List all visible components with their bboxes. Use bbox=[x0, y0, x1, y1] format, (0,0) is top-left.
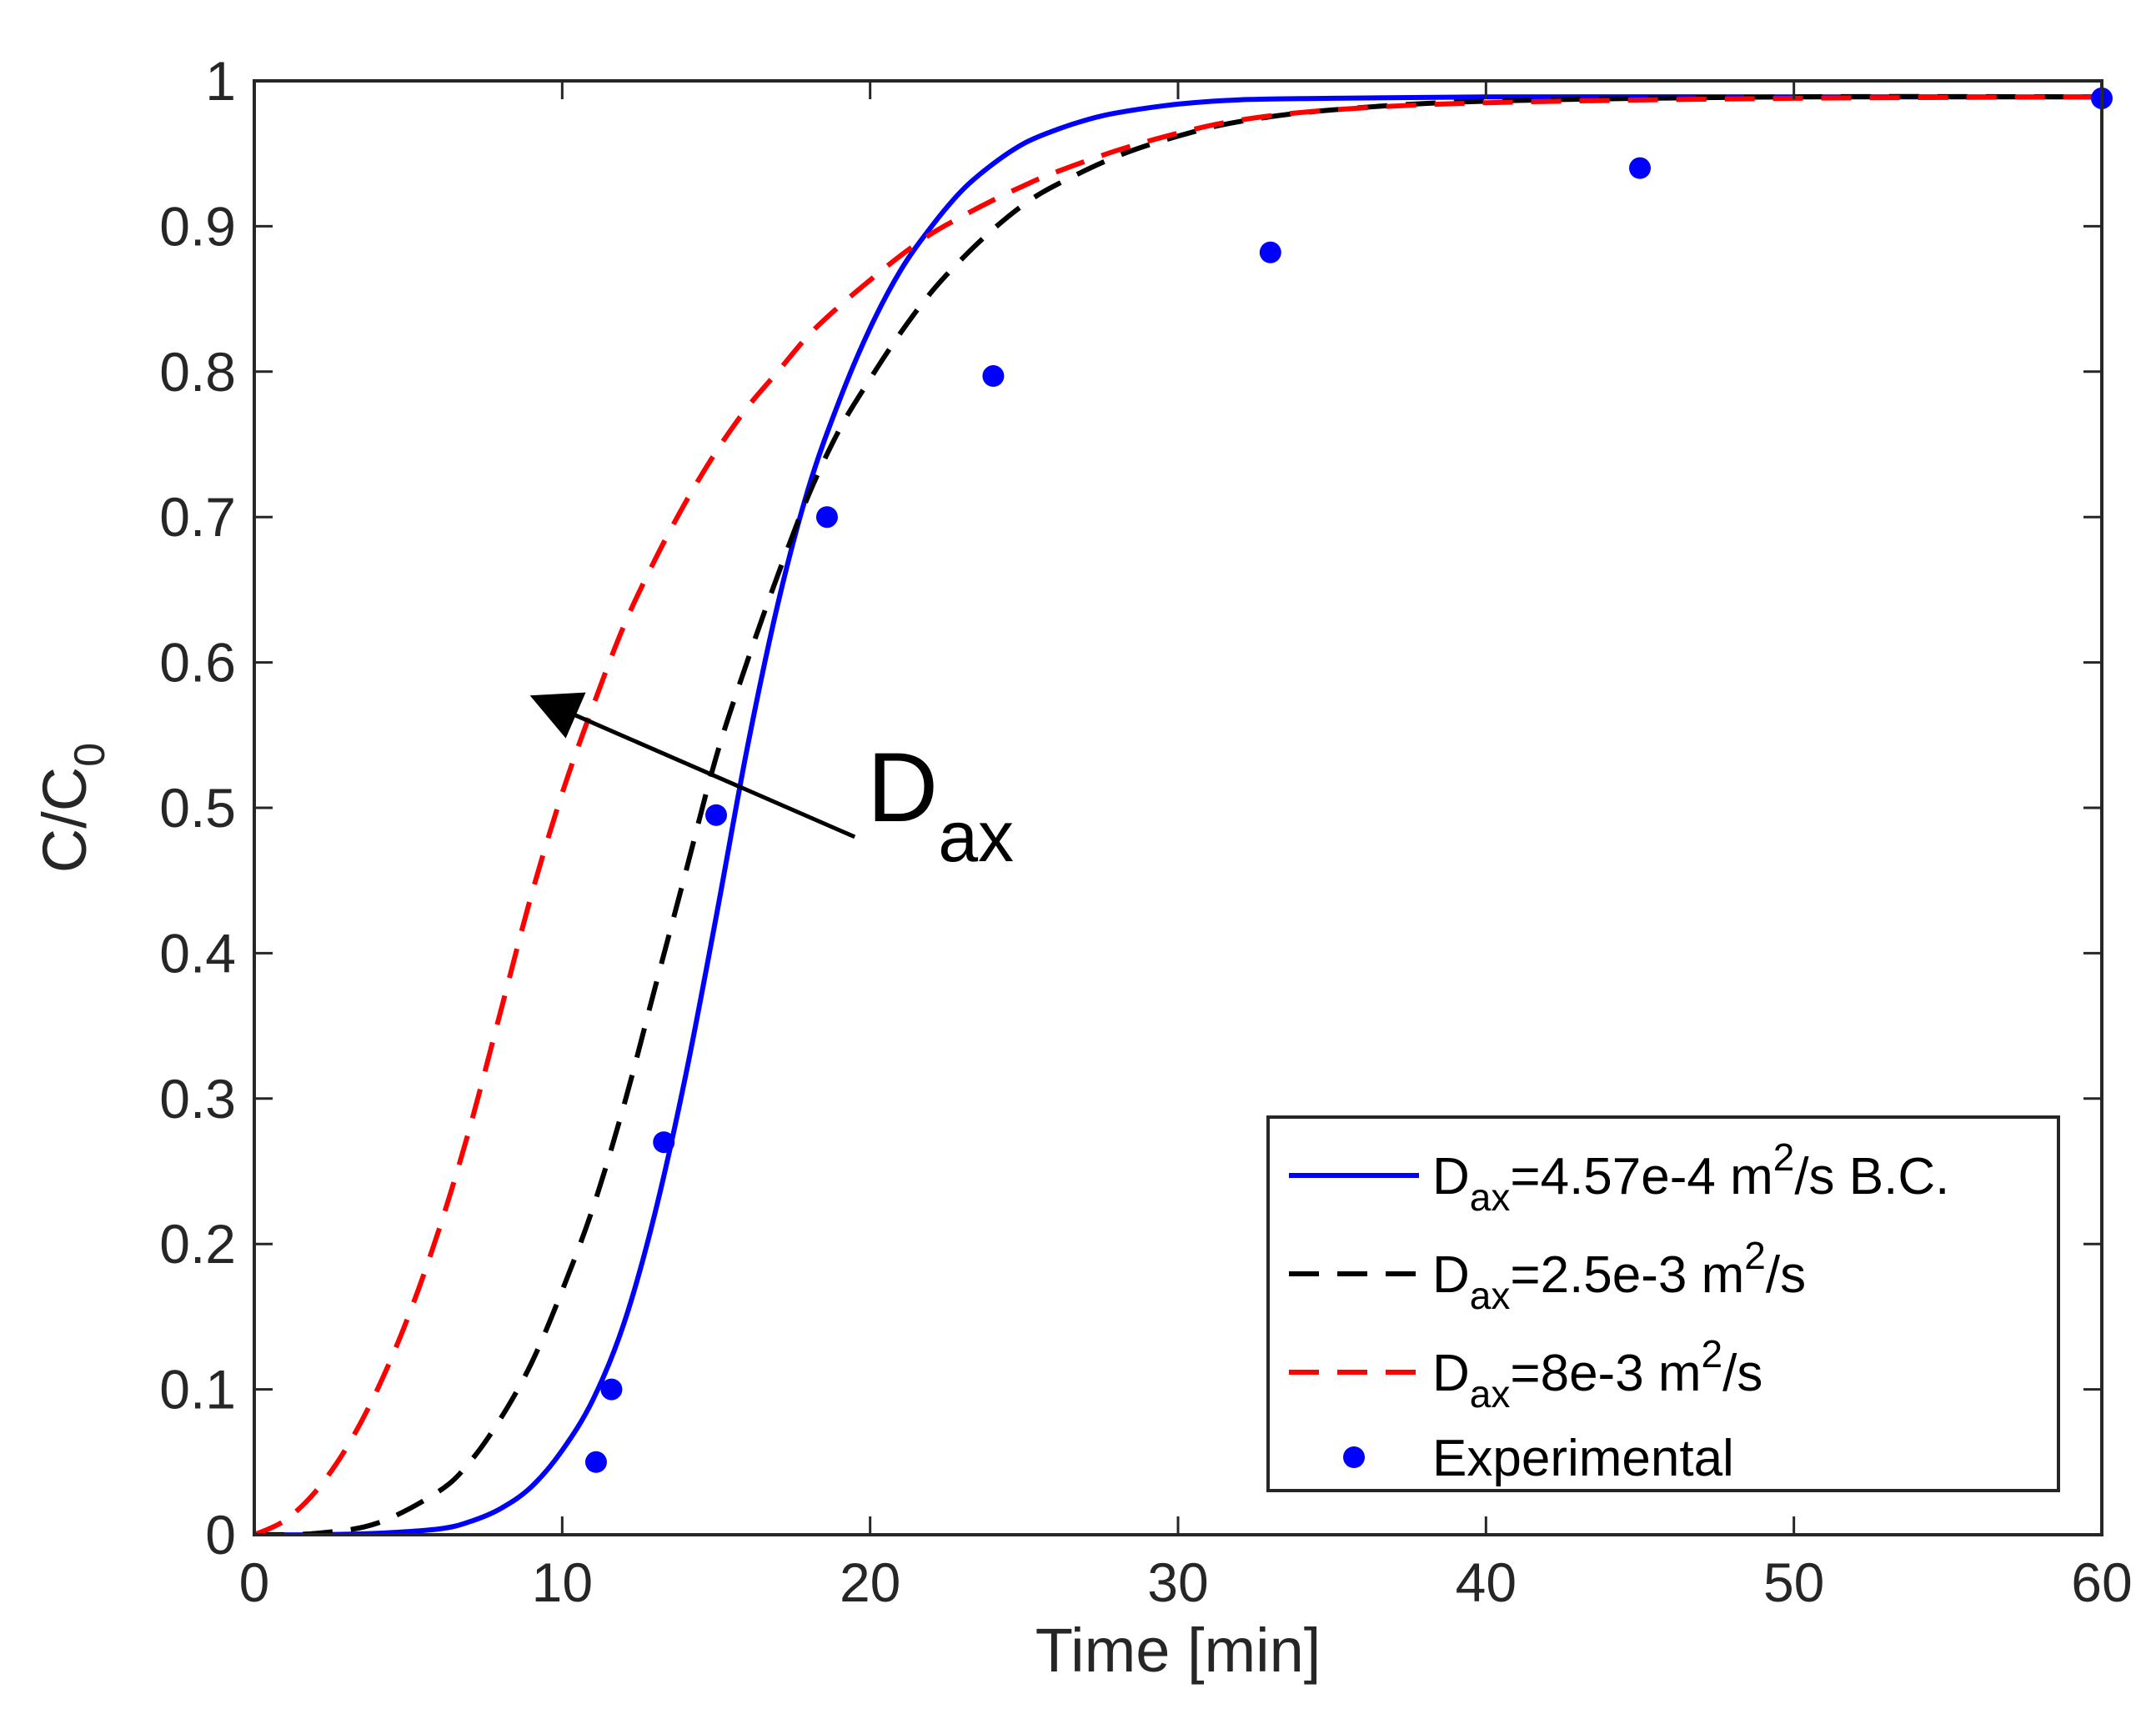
x-tick-label: 20 bbox=[840, 1551, 900, 1613]
dax-annotation-label: Dax bbox=[867, 733, 1014, 877]
experimental-point bbox=[600, 1378, 623, 1401]
experimental-point bbox=[1629, 157, 1651, 179]
experimental-point bbox=[653, 1131, 675, 1154]
series-line-black-dashed bbox=[254, 93, 2102, 1535]
y-tick-label: 0 bbox=[205, 1504, 236, 1566]
x-tick-label: 50 bbox=[1763, 1551, 1824, 1613]
tick-labels-layer: 0 10 20 30 40 50 60 0 0.1 0.2 0.3 0.4 0.5 0.6 0.7 0.8 0.… bbox=[159, 50, 2132, 1613]
ticks-layer bbox=[253, 79, 2103, 1536]
x-axis-title: Time [min] bbox=[1035, 1616, 1321, 1685]
dax-annotation-main: D bbox=[867, 733, 938, 843]
y-tick-label: 0.8 bbox=[159, 341, 236, 403]
y-tick-label: 0.2 bbox=[159, 1213, 236, 1275]
legend: Dax=4.57e-4 m2/s B.C. Dax=2.5e-3 m2/s Da… bbox=[1266, 1115, 2060, 1492]
series-layer bbox=[254, 93, 2102, 1535]
y-tick-label: 0.9 bbox=[159, 195, 236, 257]
dax-annotation: Dax bbox=[529, 692, 1014, 877]
x-tick-label: 60 bbox=[2071, 1551, 2132, 1613]
y-tick-label: 1 bbox=[205, 50, 236, 112]
experimental-point bbox=[1259, 241, 1281, 263]
series-line-red-dashed bbox=[254, 94, 2102, 1535]
dax-arrow bbox=[529, 692, 856, 839]
x-tick-label: 0 bbox=[239, 1551, 270, 1613]
y-tick-label: 0.4 bbox=[159, 922, 236, 984]
y-tick-label: 0.1 bbox=[159, 1359, 236, 1421]
legend-label-black-dashed: Dax=2.5e-3 m2/s bbox=[1432, 1234, 1806, 1317]
experimental-point bbox=[982, 365, 1005, 388]
legend-label-experimental: Experimental bbox=[1432, 1430, 1734, 1487]
series-line-blue-solid bbox=[254, 94, 2102, 1535]
experimental-point bbox=[705, 804, 727, 826]
experimental-point bbox=[584, 1451, 607, 1473]
y-tick-label: 0.5 bbox=[159, 777, 236, 839]
y-axis-title-subscript: 0 bbox=[66, 743, 114, 767]
legend-label-red-dashed: Dax=8e-3 m2/s bbox=[1432, 1332, 1762, 1416]
y-tick-label: 0.7 bbox=[159, 486, 236, 548]
experimental-point bbox=[815, 506, 838, 529]
y-axis-title-main: C/C bbox=[30, 767, 99, 873]
y-tick-label: 0.3 bbox=[159, 1068, 236, 1130]
y-tick-label: 0.6 bbox=[159, 632, 236, 694]
legend-box bbox=[1266, 1115, 2060, 1492]
y-axis-title: C/C0 bbox=[30, 743, 114, 873]
x-tick-label: 40 bbox=[1456, 1551, 1517, 1613]
dax-annotation-subscript: ax bbox=[938, 797, 1014, 877]
x-tick-label: 30 bbox=[1147, 1551, 1208, 1613]
x-tick-label: 10 bbox=[532, 1551, 593, 1613]
legend-label-blue-solid: Dax=4.57e-4 m2/s B.C. bbox=[1432, 1135, 1949, 1219]
legend-marker-experimental bbox=[1343, 1446, 1365, 1468]
